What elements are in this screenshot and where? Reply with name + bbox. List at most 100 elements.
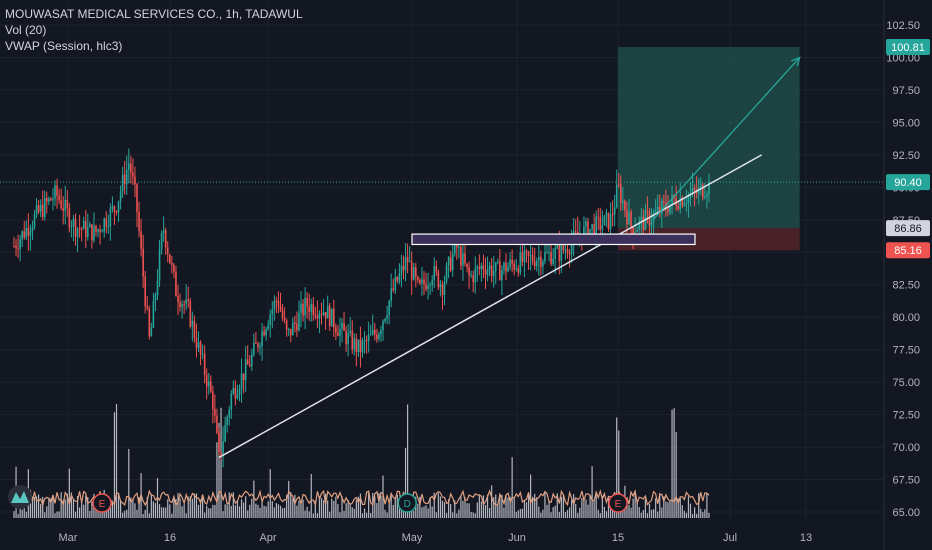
candle-body-40 bbox=[95, 225, 97, 232]
volume-bar-231 bbox=[486, 494, 489, 518]
volume-bar-228 bbox=[480, 501, 482, 518]
symbol-title[interactable]: MOUWASAT MEDICAL SERVICES CO., 1h, TADAW… bbox=[5, 7, 303, 21]
candle-body-84 bbox=[185, 299, 187, 305]
volume-bar-221 bbox=[466, 503, 468, 518]
volume-bar-330 bbox=[689, 503, 692, 518]
candle-body-324 bbox=[677, 206, 679, 210]
volume-bar-104 bbox=[226, 505, 228, 518]
candle-body-290 bbox=[607, 212, 610, 230]
volume-bar-244 bbox=[513, 496, 515, 518]
candle-body-317 bbox=[663, 200, 665, 203]
volume-bar-51 bbox=[117, 492, 120, 518]
volume-bar-22 bbox=[58, 511, 60, 518]
time-tick-2: Apr bbox=[259, 532, 276, 544]
candle-body-142 bbox=[304, 297, 306, 316]
candle-body-261 bbox=[548, 252, 550, 254]
volume-bar-91 bbox=[199, 499, 202, 518]
candle-body-68 bbox=[152, 300, 155, 328]
volume-bar-304 bbox=[636, 501, 638, 518]
candle-body-191 bbox=[404, 257, 407, 271]
candle-body-198 bbox=[419, 279, 421, 284]
price-tick-3: 95.00 bbox=[892, 117, 920, 129]
candle-body-36 bbox=[87, 227, 89, 237]
volume-bar-0 bbox=[13, 511, 15, 518]
volume-bar-178 bbox=[378, 492, 380, 518]
volume-bar-325 bbox=[679, 497, 681, 518]
price-tick-13: 70.00 bbox=[892, 442, 920, 454]
volume-bar-25 bbox=[64, 499, 66, 518]
volume-bar-236 bbox=[497, 503, 499, 518]
volume-bar-263 bbox=[552, 507, 554, 518]
candle-body-42 bbox=[99, 229, 101, 233]
volume-bar-18 bbox=[50, 498, 52, 518]
candle-body-164 bbox=[349, 330, 351, 334]
volume-bar-202 bbox=[427, 508, 429, 518]
candle-body-339 bbox=[708, 181, 710, 195]
candle-body-126 bbox=[271, 309, 274, 315]
candle-body-45 bbox=[105, 218, 108, 227]
volume-bar-211 bbox=[445, 512, 448, 518]
candle-body-236 bbox=[497, 261, 499, 263]
volume-bar-14 bbox=[42, 496, 44, 518]
volume-bar-49 bbox=[113, 412, 116, 518]
volume-bar-323 bbox=[675, 431, 677, 518]
candle-body-300 bbox=[628, 211, 630, 225]
candle-body-117 bbox=[253, 342, 255, 355]
volume-bar-254 bbox=[534, 493, 536, 518]
volume-bar-10 bbox=[33, 497, 36, 518]
volume-bar-77 bbox=[171, 513, 173, 518]
candle-body-292 bbox=[611, 214, 614, 216]
candle-body-159 bbox=[339, 328, 341, 336]
price-tick-2: 97.50 bbox=[892, 85, 920, 97]
candle-body-56 bbox=[128, 163, 130, 170]
volume-indicator-label[interactable]: Vol (20) bbox=[5, 23, 47, 37]
volume-bar-318 bbox=[665, 501, 667, 518]
candle-body-15 bbox=[43, 198, 46, 217]
candle-body-104 bbox=[226, 417, 228, 426]
vwap-indicator-label[interactable]: VWAP (Session, hlc3) bbox=[5, 39, 123, 53]
volume-bar-15 bbox=[44, 512, 46, 518]
volume-bar-269 bbox=[564, 512, 567, 518]
volume-bar-280 bbox=[587, 504, 589, 518]
drawing-tools[interactable] bbox=[218, 56, 801, 459]
candle-body-145 bbox=[310, 303, 313, 313]
volume-bar-65 bbox=[146, 496, 148, 518]
candle-body-315 bbox=[658, 206, 661, 214]
tradingview-logo[interactable] bbox=[8, 485, 32, 509]
candle-body-209 bbox=[441, 284, 444, 296]
candle-body-114 bbox=[246, 359, 249, 365]
volume-bar-319 bbox=[667, 502, 669, 518]
candle-body-305 bbox=[638, 220, 641, 230]
volume-bar-326 bbox=[681, 505, 683, 518]
event-marker-label-1: D bbox=[404, 499, 411, 510]
volume-bar-201 bbox=[425, 505, 427, 518]
candle-body-34 bbox=[82, 220, 85, 230]
volume-bar-33 bbox=[81, 500, 83, 518]
candle-body-138 bbox=[296, 323, 298, 331]
candle-body-272 bbox=[570, 242, 573, 254]
volume-bar-141 bbox=[302, 499, 304, 518]
volume-bar-177 bbox=[376, 503, 378, 518]
volume-bar-209 bbox=[441, 500, 444, 518]
candle-body-247 bbox=[519, 252, 522, 273]
volume-bar-210 bbox=[443, 502, 446, 518]
time-axis[interactable]: Mar 16 Apr May Jun 15 Jul 13 bbox=[59, 532, 813, 544]
candle-body-127 bbox=[273, 300, 276, 310]
candle-body-35 bbox=[84, 220, 87, 237]
volume-bar-279 bbox=[585, 499, 587, 518]
vwap-line bbox=[13, 488, 710, 507]
volume-bar-156 bbox=[333, 500, 335, 518]
volume-bar-309 bbox=[646, 513, 649, 518]
volume-bar-274 bbox=[575, 503, 577, 518]
volume-bar-59 bbox=[134, 503, 136, 518]
volume-bar-145 bbox=[310, 473, 312, 518]
volume-bar-215 bbox=[454, 500, 456, 518]
candle-body-148 bbox=[316, 315, 319, 319]
volume-bar-321 bbox=[671, 409, 673, 518]
candle-body-81 bbox=[179, 301, 181, 308]
candle-body-235 bbox=[494, 262, 497, 271]
candle-body-213 bbox=[449, 257, 452, 271]
